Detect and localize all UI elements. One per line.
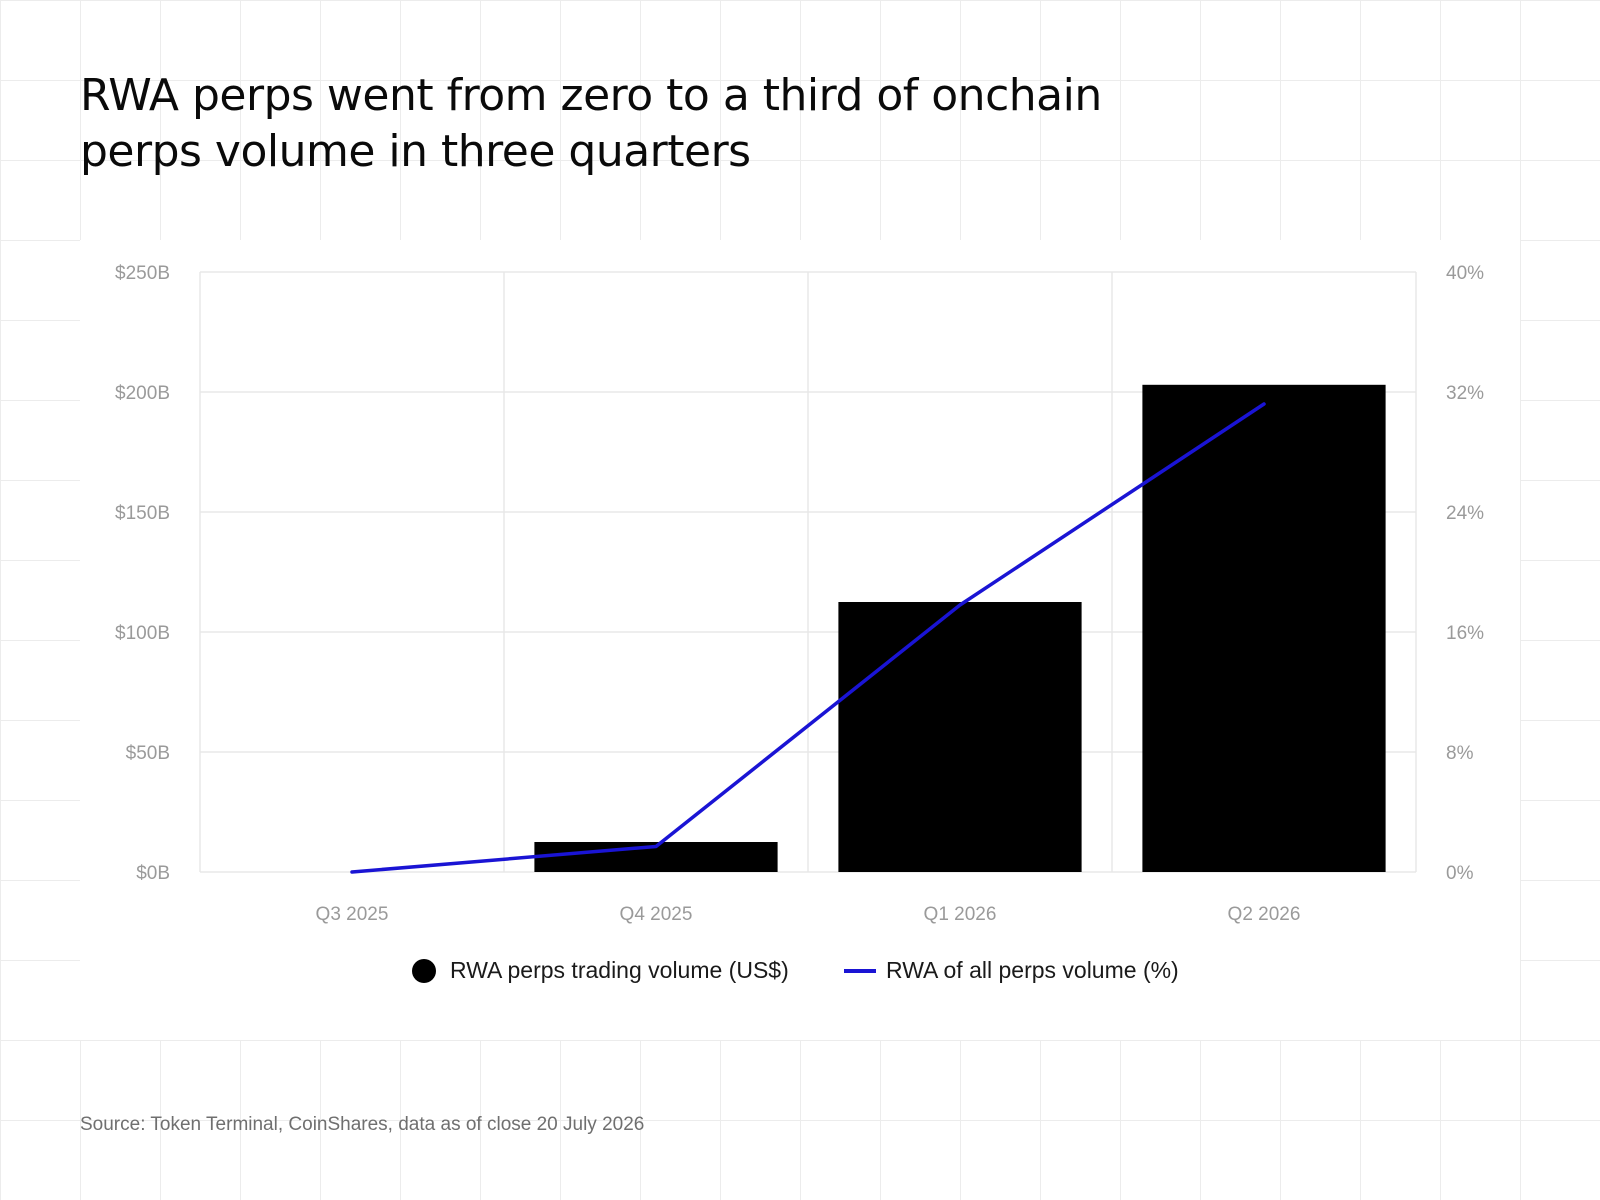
y-right-tick-label: 24% [1446,503,1484,524]
bar-q1-2026 [838,602,1082,872]
chart-title-line-2: perps volume in three quarters [80,126,751,177]
y-left-tick-label: $100B [115,623,170,644]
bar-q2-2026 [1142,384,1386,872]
legend-bar-label: RWA perps trading volume (US$) [450,957,789,983]
y-left-tick-label: $50B [126,743,170,764]
y-right-tick-label: 32% [1446,383,1484,404]
chart-svg: $0B 0% $50B 8% $100B 16% $150B 24% $200B 32% $250B… [115,263,1484,983]
x-tick-label: Q1 2026 [924,904,997,925]
legend-line-label: RWA of all perps volume (%) [886,957,1179,983]
y-left-tick-label: $150B [115,503,170,524]
y-left-tick-label: $200B [115,383,170,404]
y-right-tick-label: 40% [1446,263,1484,284]
line-series-share [350,402,1266,874]
y-right-tick-label: 16% [1446,623,1484,644]
chart-title-line-1: RWA perps went from zero to a third of o… [80,70,1102,121]
x-tick-label: Q4 2025 [620,904,693,925]
legend-bar-marker [412,959,436,983]
y-right-tick-label: 8% [1446,743,1474,764]
y-left-tick-label: $0B [136,863,170,884]
source-note: Source: Token Terminal, CoinShares, data… [80,1114,645,1135]
y-right-tick-label: 0% [1446,863,1474,884]
y-left-tick-label: $250B [115,263,170,284]
x-tick-label: Q2 2026 [1228,904,1301,925]
chart-title: RWA perps went from zero to a third of o… [80,68,1280,180]
chart-panel: $0B 0% $50B 8% $100B 16% $150B 24% $200B 32% $250B… [80,240,1520,1040]
x-tick-label: Q3 2025 [316,904,389,925]
